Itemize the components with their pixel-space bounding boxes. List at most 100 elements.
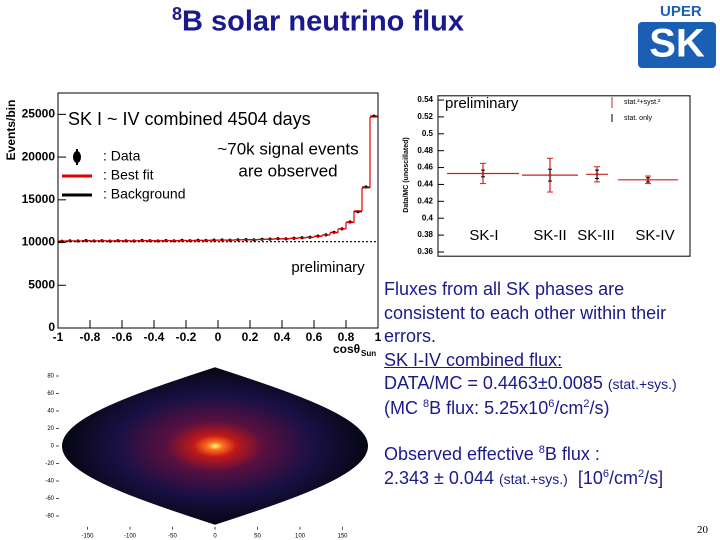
y-tick-label: 0.42	[417, 196, 433, 205]
text-line: Observed effective 8B flux :	[384, 443, 677, 467]
text-segment: (stat.+sys.)	[607, 376, 677, 392]
sky-map	[62, 367, 368, 525]
text-segment: 8	[423, 397, 430, 410]
x-tick-label: 0	[213, 533, 217, 539]
x-tick-label: -0.6	[112, 330, 133, 344]
y-tick-label: 0.44	[417, 180, 433, 189]
text-segment: /s)	[589, 397, 610, 418]
data-point	[548, 173, 552, 177]
x-tick-label: 0.6	[306, 330, 323, 344]
x-tick-label: 0.8	[338, 330, 355, 344]
legend-label: : Background	[103, 186, 186, 202]
notes: Fluxes from all SK phases are consistent …	[384, 278, 677, 514]
y-tick-label: 80	[47, 374, 54, 380]
page-number: 20	[697, 524, 708, 536]
x-axis-label-sub: Sun	[361, 349, 376, 358]
title-text: B solar neutrino flux	[182, 5, 464, 38]
category-label: SK-II	[533, 227, 566, 244]
x-tick-label: -100	[124, 533, 137, 539]
text-line: DATA/MC = 0.4463±0.0085 (stat.+sys.)	[384, 372, 677, 397]
y-tick-label: 15000	[22, 192, 56, 206]
x-tick-label: -0.8	[80, 330, 101, 344]
chart-title: SK I ~ IV combined 4504 days	[68, 109, 311, 129]
x-tick-label: 150	[337, 533, 348, 539]
x-tick-label: -0.2	[176, 330, 197, 344]
y-tick-label: 20000	[22, 149, 56, 163]
text-segment: 2.343 ± 0.044	[384, 467, 499, 488]
y-tick-label: 40	[47, 409, 54, 415]
y-tick-label: 0	[48, 320, 55, 334]
logo: UPER SK	[638, 3, 716, 68]
y-tick-label: 5000	[28, 277, 55, 291]
y-tick-label: 0.48	[417, 146, 433, 155]
x-tick-label: -50	[168, 533, 177, 539]
legend-label: stat.²+syst.²	[624, 99, 661, 106]
y-tick-label: 0.38	[417, 230, 433, 239]
y-tick-label: 0.46	[417, 163, 433, 172]
legend-label: : Best fit	[103, 167, 154, 183]
x-tick-label: 50	[254, 533, 261, 539]
text-line: (MC 8B flux: 5.25x106/cm2/s)	[384, 397, 677, 421]
x-axis-label: cosθ	[333, 342, 360, 356]
text-segment: B flux: 5.25x10	[429, 397, 549, 418]
legend-label: stat. only	[624, 115, 653, 122]
text-segment: /cm	[554, 397, 584, 418]
text-segment: SK I-IV combined flux:	[384, 349, 563, 370]
text-segment: 6	[548, 397, 555, 410]
text-line: 2.343 ± 0.044 (stat.+sys.) [106/cm2/s]	[384, 467, 677, 492]
x-tick-label: 0.4	[274, 330, 291, 344]
text-segment: Fluxes from all SK phases are	[384, 279, 625, 299]
x-tick-label: 0.2	[242, 330, 259, 344]
x-tick-label: 100	[295, 533, 306, 539]
legend-marker	[73, 151, 81, 163]
x-tick-label: 1	[375, 330, 382, 344]
text-segment: errors.	[384, 326, 437, 346]
x-tick-label: -150	[81, 533, 94, 539]
text-segment: consistent to each other within their	[384, 302, 667, 323]
text-line: consistent to each other within their	[384, 302, 677, 326]
y-tick-label: 0.4	[422, 213, 434, 222]
category-label: SK-III	[577, 227, 615, 244]
y-tick-label: 60	[47, 391, 54, 397]
y-tick-label: 25000	[22, 107, 56, 121]
annotation: preliminary	[291, 259, 365, 276]
y-tick-label: 10000	[22, 235, 56, 249]
text-segment: (stat.+sys.)	[498, 470, 568, 487]
annotation: preliminary	[445, 95, 519, 112]
plot-frame	[437, 95, 691, 257]
y-tick-label: 0	[51, 444, 55, 450]
y-tick-label: -60	[45, 496, 54, 502]
paragraph: Observed effective 8B flux :2.343 ± 0.04…	[384, 443, 677, 491]
legend-label: : Data	[103, 148, 141, 164]
text-segment: 8	[538, 444, 545, 456]
text-segment: 2	[638, 467, 645, 480]
data-point	[481, 171, 485, 175]
x-tick-label: -1	[53, 330, 64, 344]
logo-main: SK	[649, 22, 705, 66]
text-line: Fluxes from all SK phases are	[384, 278, 677, 302]
y-tick-label: -80	[45, 514, 54, 520]
data-point	[595, 172, 599, 176]
data-point	[646, 178, 650, 182]
title-sup: 8	[172, 4, 183, 24]
logo-box	[638, 22, 716, 68]
slide-title: 8B solar neutrino flux	[172, 4, 464, 39]
y-tick-label: 0.54	[417, 95, 433, 104]
text-line: SK I-IV combined flux:	[384, 349, 677, 373]
x-tick-label: 0	[215, 330, 222, 344]
annotation: are observed	[238, 161, 337, 180]
category-label: SK-I	[469, 227, 498, 244]
text-segment: (MC	[384, 397, 423, 418]
text-segment: /cm	[609, 467, 638, 488]
text-line: errors.	[384, 325, 677, 349]
logo-top: UPER	[660, 3, 702, 20]
y-tick-label: -20	[45, 461, 54, 467]
paragraph: Fluxes from all SK phases are consistent …	[384, 278, 677, 420]
y-axis-label: Data/MC (unoscillated)	[403, 137, 410, 212]
category-label: SK-IV	[635, 227, 674, 244]
text-segment: [10	[567, 467, 603, 488]
y-axis-label: Events/bin	[4, 100, 18, 161]
text-segment: DATA/MC = 0.4463±0.0085	[384, 373, 608, 393]
